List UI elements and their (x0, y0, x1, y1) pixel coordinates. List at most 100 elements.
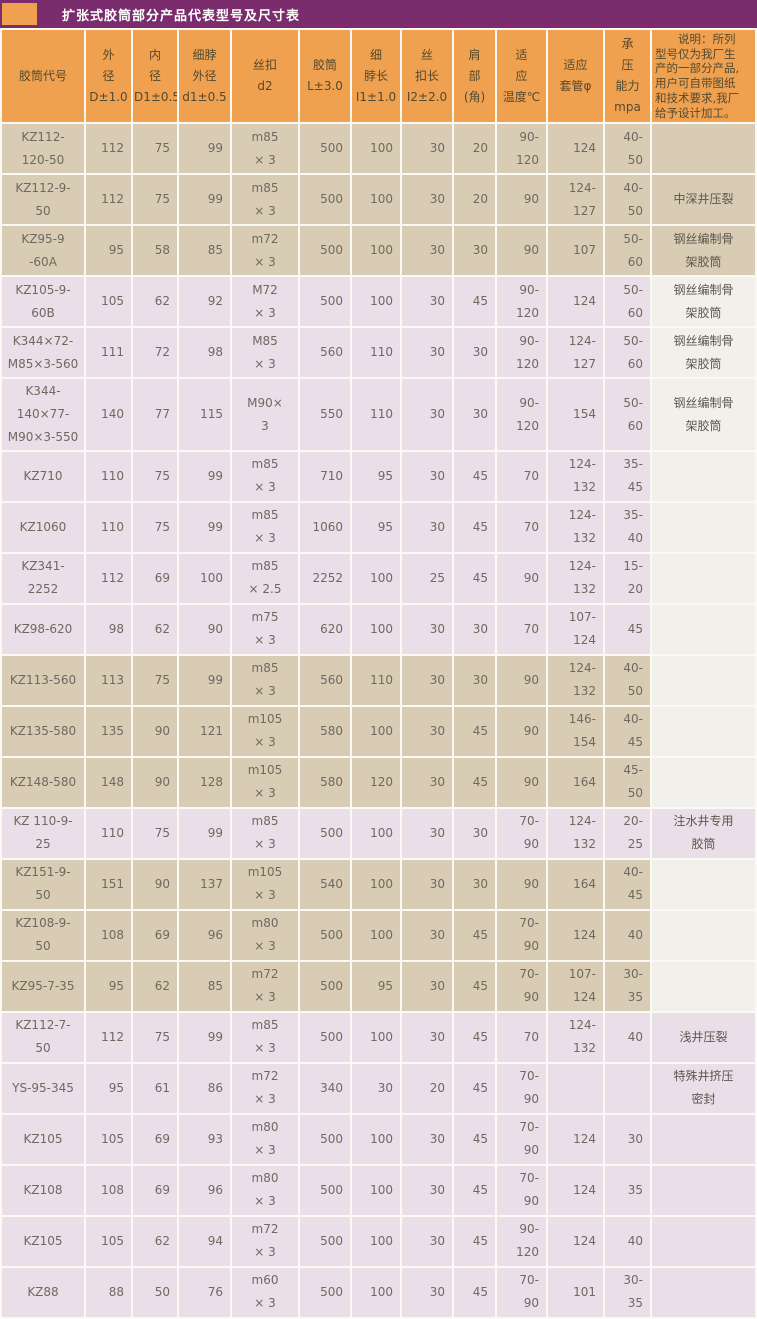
cell-thread: m105 × 3 (232, 859, 298, 909)
table-row: KZ1060 110 75 99 m85 × 3 1060 95 30 45 70 124- 132… (2, 502, 755, 552)
cell-shoulder: 30 (454, 226, 495, 276)
cell-temp: 70- 90 (497, 1165, 546, 1215)
table-row: KZ112-7- 50 112 75 99 m85 × 3 500 100 30 45 70 124… (2, 1012, 755, 1062)
cell-neck_len: 100 (352, 910, 400, 960)
cell-id: 62 (133, 961, 177, 1011)
column-header-code: 胶筒代号 (2, 30, 84, 123)
cell-code: KZ710 (2, 451, 84, 501)
column-header-casing: 适应 套管φ (548, 30, 603, 123)
table-row: KZ105 105 62 94 m72 × 3 500 100 30 45 90- 120 124 4… (2, 1216, 755, 1266)
column-header-thread_len: 丝 扣长 I2±2.0 (402, 30, 452, 123)
cell-neck_len: 100 (352, 1216, 400, 1266)
cell-neck_od: 93 (179, 1114, 230, 1164)
cell-casing: 124- 132 (548, 1012, 603, 1062)
cell-id: 75 (133, 655, 177, 705)
cell-neck_od: 85 (179, 961, 230, 1011)
cell-neck_od: 99 (179, 502, 230, 552)
column-header-temp: 适 应 温度℃ (497, 30, 546, 123)
cell-note (652, 757, 755, 807)
cell-pressure: 15- 20 (605, 553, 650, 603)
cell-od: 98 (86, 604, 131, 654)
cell-thread: m72 × 3 (232, 961, 298, 1011)
cell-id: 75 (133, 1012, 177, 1062)
cell-casing: 164 (548, 757, 603, 807)
cell-neck_od: 99 (179, 1012, 230, 1062)
cell-neck_od: 99 (179, 175, 230, 225)
cell-temp: 90 (497, 757, 546, 807)
cell-id: 69 (133, 1165, 177, 1215)
table-row: KZ341- 2252 112 69 100 m85 × 2.5 2252 100 25 45 9… (2, 553, 755, 603)
cell-pressure: 50- 60 (605, 379, 650, 450)
cell-shoulder: 45 (454, 706, 495, 756)
table-row: KZ135-580 135 90 121 m105 × 3 580 100 30 45 90 146… (2, 706, 755, 756)
cell-shoulder: 45 (454, 502, 495, 552)
cell-thread_len: 30 (402, 1216, 452, 1266)
cell-neck_od: 90 (179, 604, 230, 654)
cell-thread: m85 × 3 (232, 655, 298, 705)
cell-length: 500 (300, 808, 350, 858)
cell-neck_len: 95 (352, 502, 400, 552)
cell-pressure: 40 (605, 1216, 650, 1266)
cell-casing: 124 (548, 910, 603, 960)
cell-temp: 70 (497, 451, 546, 501)
cell-neck_od: 99 (179, 808, 230, 858)
cell-note: 中深井压裂 (652, 175, 755, 225)
cell-neck_od: 99 (179, 451, 230, 501)
cell-temp: 70- 90 (497, 961, 546, 1011)
cell-temp: 70 (497, 502, 546, 552)
table-row: KZ105-9- 60B 105 62 92 M72 × 3 500 100 30 45 90- … (2, 277, 755, 327)
column-header-pressure: 承 压 能力mpa (605, 30, 650, 123)
cell-code: KZ108-9- 50 (2, 910, 84, 960)
cell-temp: 90 (497, 706, 546, 756)
cell-thread_len: 30 (402, 1012, 452, 1062)
cell-pressure: 35 (605, 1165, 650, 1215)
table-row: KZ95-7-35 95 62 85 m72 × 3 500 95 30 45 70- 90 107… (2, 961, 755, 1011)
cell-neck_len: 110 (352, 655, 400, 705)
cell-id: 62 (133, 604, 177, 654)
cell-code: KZ95-9 -60A (2, 226, 84, 276)
cell-length: 620 (300, 604, 350, 654)
cell-neck_len: 100 (352, 226, 400, 276)
cell-thread: m105 × 3 (232, 757, 298, 807)
table-row: KZ108 108 69 96 m80 × 3 500 100 30 45 70- 90 124 35 (2, 1165, 755, 1215)
cell-shoulder: 45 (454, 1216, 495, 1266)
cell-thread_len: 30 (402, 502, 452, 552)
cell-temp: 70 (497, 604, 546, 654)
cell-thread: m72 × 3 (232, 1216, 298, 1266)
cell-shoulder: 45 (454, 1012, 495, 1062)
table-row: KZ105 105 69 93 m80 × 3 500 100 30 45 70- 90 124 30 (2, 1114, 755, 1164)
cell-od: 110 (86, 808, 131, 858)
cell-neck_od: 96 (179, 1165, 230, 1215)
column-header-neck_od: 细脖 外径 d1±0.5 (179, 30, 230, 123)
table-row: KZ98-620 98 62 90 m75 × 3 620 100 30 30 70 107- 12… (2, 604, 755, 654)
cell-length: 500 (300, 277, 350, 327)
table-row: YS-95-345 95 61 86 m72 × 3 340 30 20 45 70- 90 特殊井… (2, 1063, 755, 1113)
cell-thread_len: 30 (402, 655, 452, 705)
cell-neck_len: 100 (352, 808, 400, 858)
cell-neck_len: 100 (352, 175, 400, 225)
cell-id: 58 (133, 226, 177, 276)
cell-thread: m85 × 3 (232, 808, 298, 858)
cell-length: 2252 (300, 553, 350, 603)
cell-pressure: 40- 50 (605, 124, 650, 174)
cell-length: 340 (300, 1063, 350, 1113)
cell-id: 75 (133, 808, 177, 858)
cell-temp: 70- 90 (497, 808, 546, 858)
cell-length: 710 (300, 451, 350, 501)
cell-pressure: 50- 60 (605, 226, 650, 276)
cell-temp: 90- 120 (497, 328, 546, 378)
column-header-od: 外 径 D±1.0 (86, 30, 131, 123)
cell-od: 110 (86, 502, 131, 552)
cell-thread: m75 × 3 (232, 604, 298, 654)
cell-code: KZ95-7-35 (2, 961, 84, 1011)
cell-od: 112 (86, 175, 131, 225)
cell-thread: M72 × 3 (232, 277, 298, 327)
cell-id: 50 (133, 1267, 177, 1317)
cell-thread_len: 30 (402, 1267, 452, 1317)
cell-code: KZ98-620 (2, 604, 84, 654)
cell-pressure: 45- 50 (605, 757, 650, 807)
cell-id: 90 (133, 859, 177, 909)
cell-od: 108 (86, 910, 131, 960)
table-row: KZ88 88 50 76 m60 × 3 500 100 30 45 70- 90 101 30- … (2, 1267, 755, 1317)
